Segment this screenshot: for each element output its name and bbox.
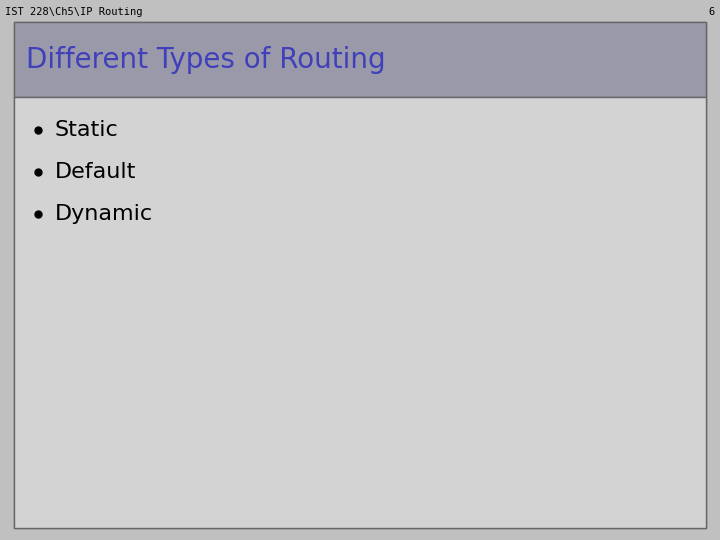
Text: Default: Default (55, 162, 136, 182)
Bar (14, 97, 706, 528)
Text: Static: Static (55, 120, 119, 140)
Text: IST 228\Ch5\IP Routing: IST 228\Ch5\IP Routing (5, 7, 143, 17)
Bar (14, 22, 706, 97)
Text: Dynamic: Dynamic (55, 204, 153, 224)
Text: 6: 6 (708, 7, 715, 17)
Text: Different Types of Routing: Different Types of Routing (26, 45, 386, 73)
